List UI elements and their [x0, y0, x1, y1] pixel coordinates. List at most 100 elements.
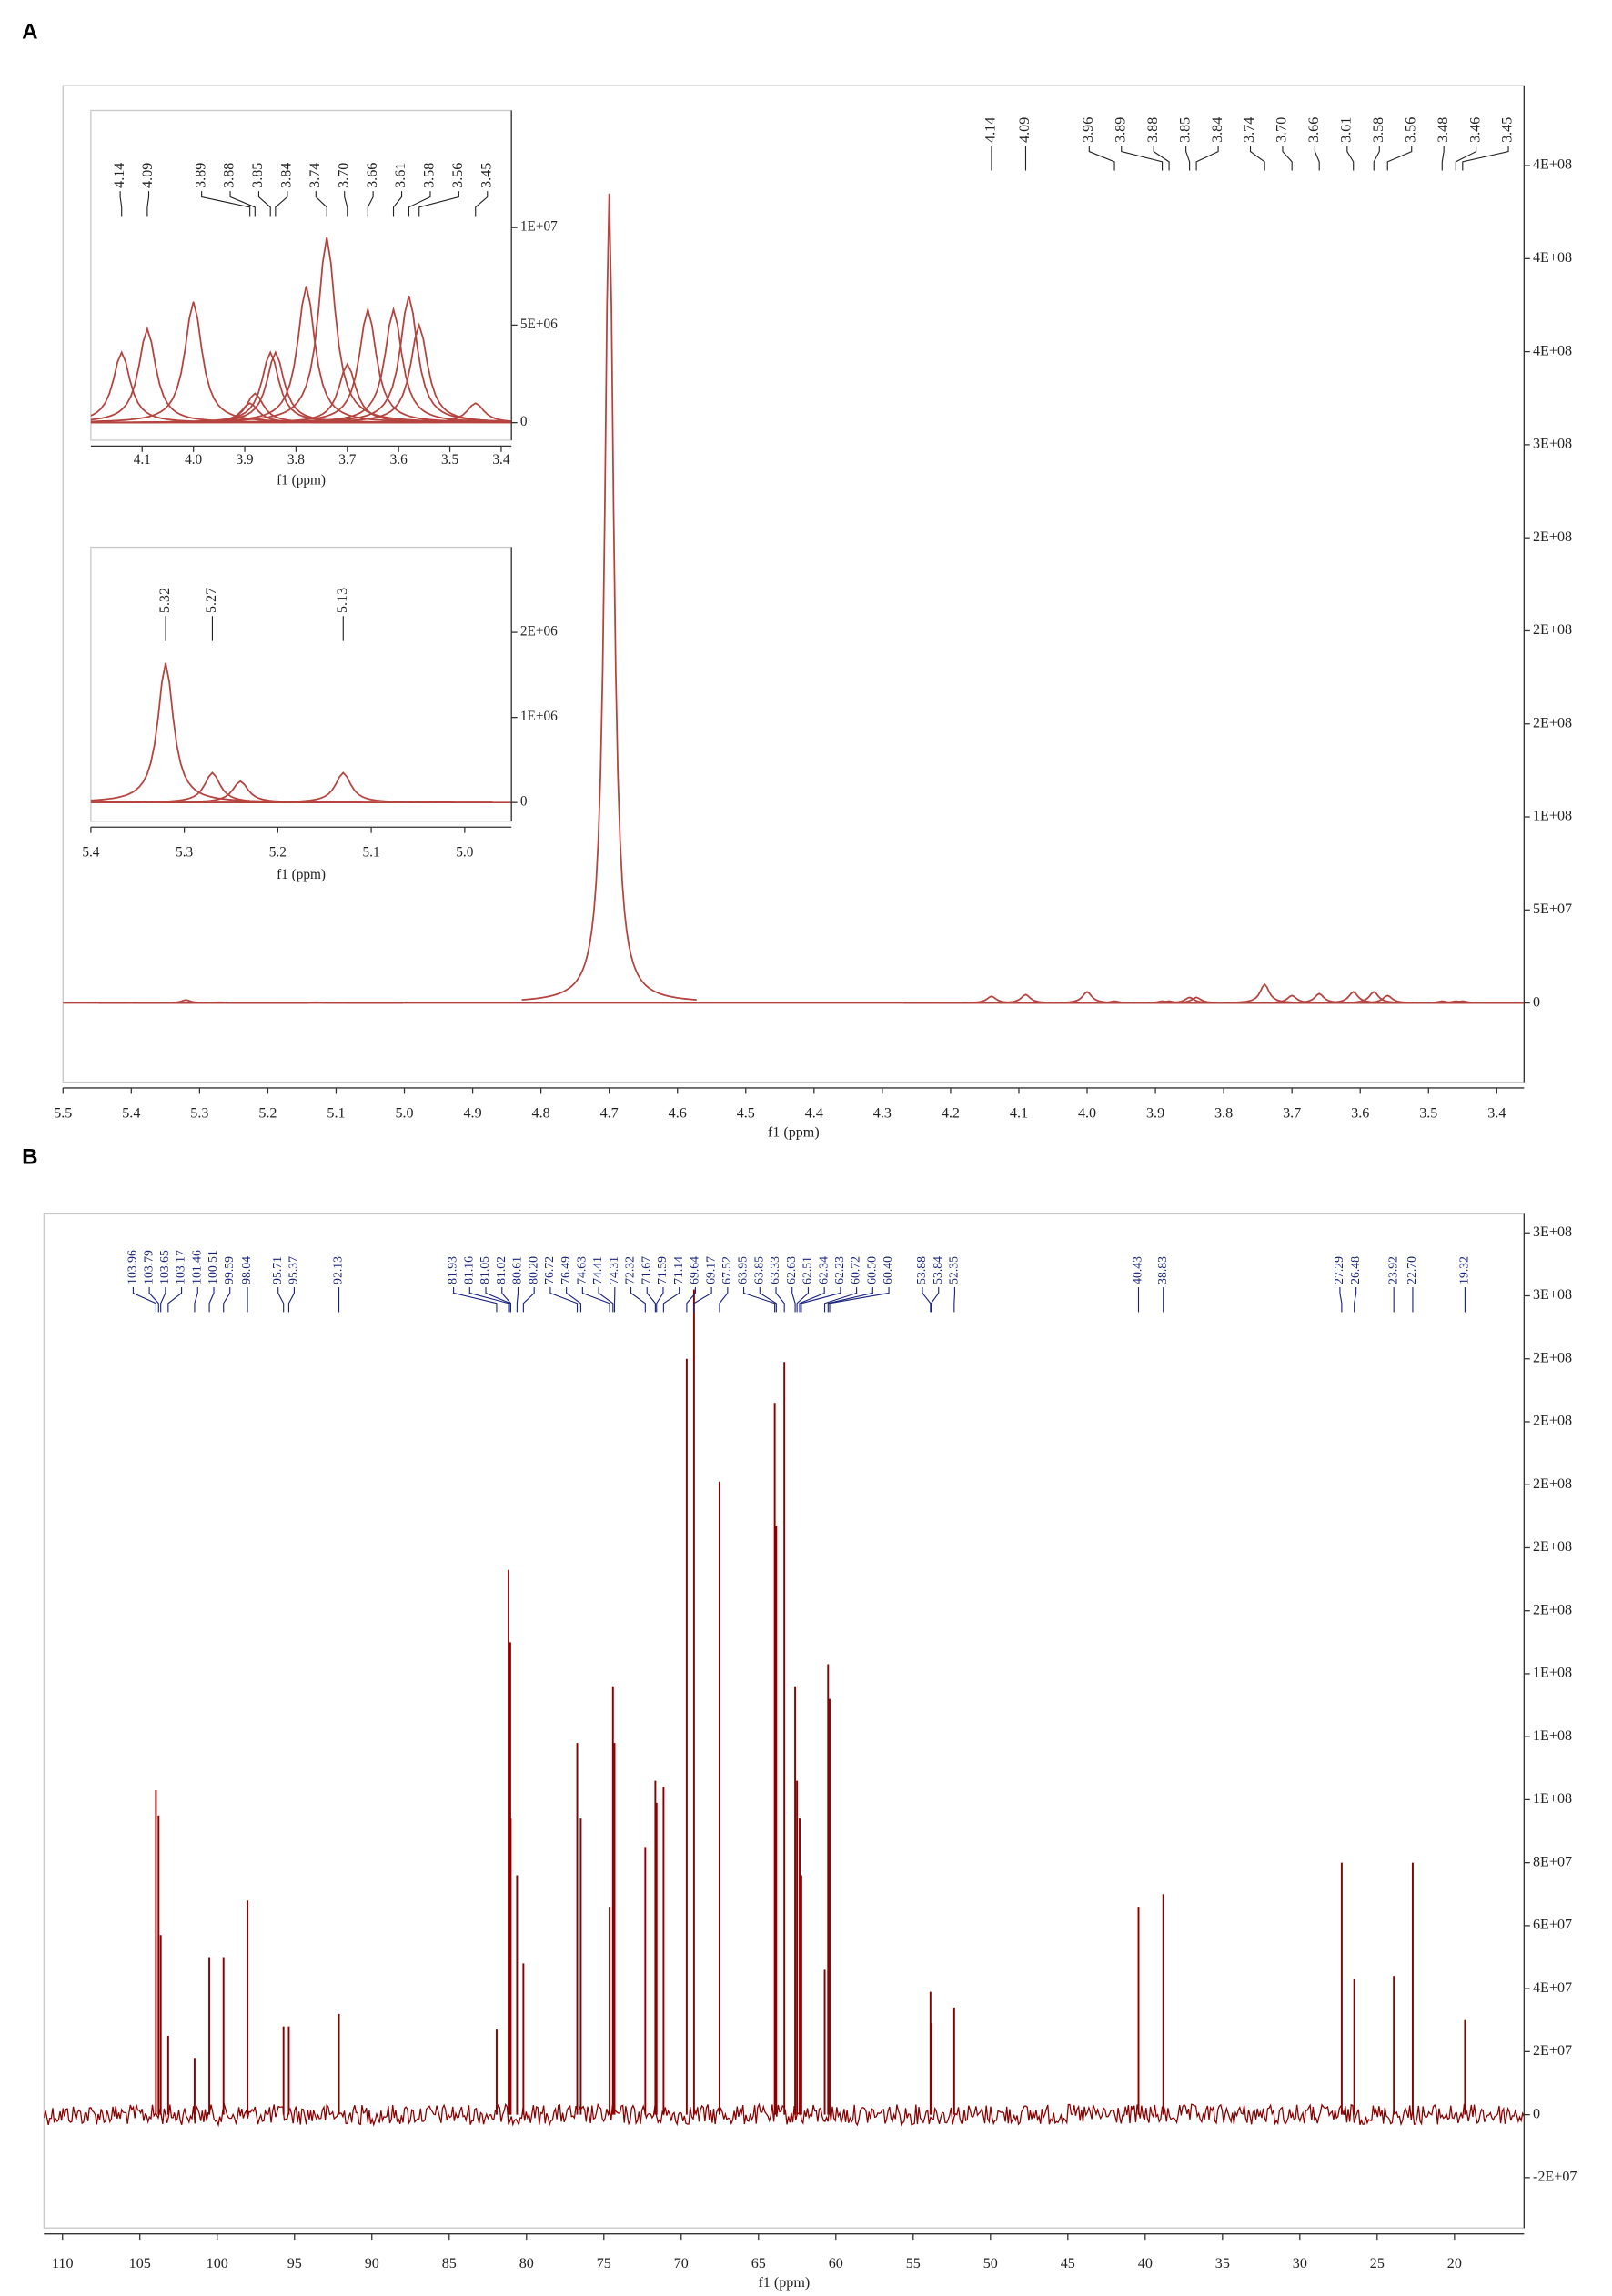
- label-connector: [1088, 146, 1115, 171]
- peak-label: 71.14: [671, 1256, 685, 1284]
- x-tick-label: 35: [1215, 2256, 1230, 2271]
- peak-label: 3.45: [479, 163, 494, 188]
- peak-label: 3.84: [279, 163, 295, 188]
- label-connector: [930, 1287, 940, 1313]
- y-tick-label: 3E+08: [1533, 437, 1572, 452]
- x-tick-label: 3.5: [1419, 1106, 1437, 1122]
- peak-label: 62.63: [784, 1256, 798, 1284]
- x-tick-label: 70: [674, 2256, 689, 2271]
- peak-label: 99.59: [222, 1256, 236, 1284]
- peak: [1265, 991, 1441, 1004]
- x-tick-label: 65: [751, 2256, 766, 2271]
- label-connector: [1282, 146, 1293, 171]
- peak-label: 3.61: [393, 163, 408, 188]
- label-connector: [549, 1287, 579, 1313]
- label-connector: [791, 1287, 796, 1313]
- y-tick-label: 2E+08: [1533, 1602, 1572, 1617]
- peak-label: 53.88: [914, 1256, 928, 1284]
- peak-label: 3.85: [1177, 117, 1193, 143]
- label-connector: [132, 1287, 156, 1313]
- peak-label: 103.17: [174, 1250, 187, 1284]
- x-tick-label: 3.4: [1487, 1106, 1506, 1122]
- peak-label: 3.58: [422, 163, 438, 188]
- y-tick-label: 4E+08: [1533, 157, 1572, 173]
- peak-label: 3.66: [1306, 117, 1322, 143]
- label-connector: [167, 1287, 183, 1313]
- peak-label: 4.09: [140, 163, 156, 188]
- peak-label: 3.89: [193, 163, 208, 188]
- x-tick-label: 5.1: [363, 845, 380, 861]
- peak-label: 60.72: [849, 1256, 862, 1284]
- peak-label: 62.34: [816, 1256, 830, 1284]
- label-connector: [148, 1287, 159, 1313]
- peak: [938, 993, 1113, 1004]
- peak-label: 5.32: [157, 588, 173, 613]
- spectrum: [44, 1289, 1525, 2128]
- peak-label: 74.31: [607, 1256, 620, 1284]
- y-tick-label: 0: [1533, 994, 1540, 1010]
- x-axis-title: f1 (ppm): [768, 1125, 820, 1141]
- label-connector: [1354, 1287, 1357, 1313]
- label-connector: [719, 1287, 729, 1313]
- inset-background: [87, 110, 568, 440]
- peak-label: 69.64: [688, 1256, 701, 1284]
- y-tick-label: 1E+07: [520, 219, 558, 235]
- x-tick-label: 30: [1293, 2256, 1307, 2271]
- x-tick-label: 3.7: [1283, 1106, 1301, 1122]
- spectrum: [63, 193, 1525, 1004]
- y-tick-label: 1E+08: [1533, 809, 1572, 824]
- y-tick-label: 1E+06: [520, 709, 558, 724]
- label-connector: [257, 191, 271, 217]
- peak-label: 3.56: [450, 163, 466, 188]
- peak: [255, 322, 512, 424]
- x-tick-label: 4.0: [185, 452, 202, 468]
- peak-label: 103.79: [141, 1250, 155, 1284]
- y-tick-label: 2E+08: [1533, 1350, 1572, 1365]
- peak-label: 23.92: [1385, 1256, 1399, 1284]
- x-tick-label: 100: [207, 2256, 228, 2271]
- peak-label: 76.72: [542, 1256, 556, 1284]
- label-connector: [367, 191, 374, 217]
- peak-label: 74.41: [590, 1256, 604, 1284]
- label-connector: [344, 191, 348, 217]
- label-connector: [693, 1287, 712, 1313]
- label-connector: [743, 1287, 776, 1313]
- label-connector: [453, 1287, 498, 1313]
- peak-label: 72.32: [623, 1256, 637, 1284]
- label-connector: [1373, 146, 1380, 171]
- label-connector: [759, 1287, 777, 1313]
- y-tick-label: 1E+08: [1533, 1666, 1572, 1681]
- peak-label: 101.46: [189, 1250, 203, 1284]
- peak-label: 3.70: [1274, 117, 1290, 143]
- x-axis-title: f1 (ppm): [277, 867, 326, 882]
- label-connector: [468, 1287, 509, 1313]
- x-tick-label: 3.8: [1214, 1106, 1233, 1122]
- panel-label: A: [22, 19, 37, 44]
- label-connector: [485, 1287, 511, 1313]
- y-tick-label: 0: [520, 794, 528, 810]
- peak-label: 81.05: [478, 1256, 491, 1284]
- peak-label: 71.59: [655, 1256, 669, 1284]
- label-connector: [287, 1287, 295, 1313]
- label-connector: [223, 1287, 231, 1313]
- peak-label: 3.46: [1467, 117, 1483, 143]
- peak-label: 71.67: [639, 1256, 652, 1284]
- spectrum: [90, 237, 512, 424]
- label-connector: [146, 191, 150, 217]
- peak-label: 103.96: [126, 1250, 139, 1284]
- x-tick-label: 110: [52, 2256, 74, 2271]
- label-connector: [119, 191, 123, 217]
- x-tick-label: 105: [129, 2256, 151, 2271]
- x-tick-label: 5.5: [54, 1106, 72, 1122]
- peak-label: 95.71: [270, 1256, 284, 1284]
- x-tick-label: 45: [1061, 2256, 1075, 2271]
- spectrum: [90, 662, 512, 803]
- peak-label: 62.51: [801, 1256, 814, 1284]
- y-tick-label: 0: [520, 414, 528, 429]
- x-tick-label: 95: [287, 2256, 302, 2271]
- x-tick-label: 5.2: [269, 845, 287, 861]
- label-connector: [315, 191, 327, 217]
- label-connector: [662, 1287, 680, 1313]
- y-tick-label: 4E+08: [1533, 343, 1572, 358]
